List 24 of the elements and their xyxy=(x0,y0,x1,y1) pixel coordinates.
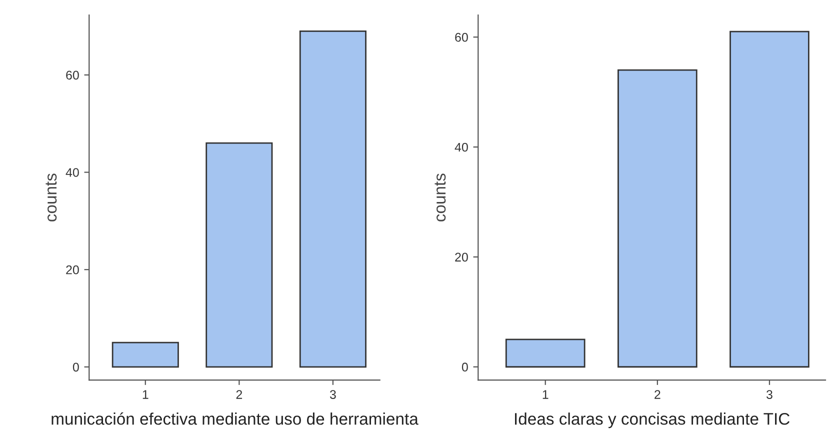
x-tick-label: 3 xyxy=(330,390,336,399)
y-tick-label: 0 xyxy=(462,362,468,372)
y-tick-label: 0 xyxy=(72,362,79,372)
x-axis-title: municación efectiva mediante uso de herramienta xyxy=(52,412,418,425)
bar xyxy=(505,338,586,368)
y-tick-label: 40 xyxy=(454,142,468,152)
bar xyxy=(299,30,366,368)
y-axis-title: counts xyxy=(46,174,57,222)
x-tick-label: 2 xyxy=(236,390,242,399)
y-tick-label: 60 xyxy=(455,32,468,42)
y-tick-label: 20 xyxy=(66,265,79,274)
y-tick-label: 60 xyxy=(66,70,79,80)
x-tick-label: 3 xyxy=(766,390,772,399)
x-tick-label: 1 xyxy=(142,390,148,399)
x-tick-label: 2 xyxy=(654,390,660,399)
x-tick-label: 1 xyxy=(542,390,548,399)
bar xyxy=(730,30,810,368)
bar xyxy=(206,142,273,368)
y-axis-title: counts xyxy=(434,174,446,222)
y-tick-label: 40 xyxy=(66,168,79,177)
x-axis-title: Ideas claras y concisas mediante TIC xyxy=(515,412,790,428)
y-tick-label: 20 xyxy=(455,252,468,262)
bar xyxy=(112,342,179,368)
bar xyxy=(618,69,698,368)
